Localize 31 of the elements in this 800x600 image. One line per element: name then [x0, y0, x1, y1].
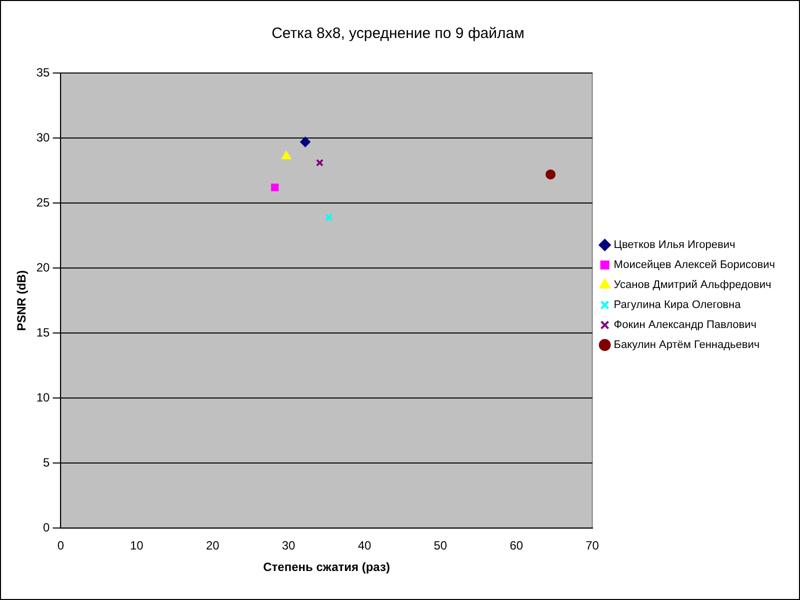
- y-tick-label: 0: [43, 520, 50, 535]
- point: [546, 169, 556, 180]
- x-tick-label: 40: [358, 538, 372, 553]
- x-tick-label: 20: [206, 538, 220, 553]
- y-tick-label: 10: [36, 390, 50, 404]
- legend-label: Усанов Дмитрий Альфредович: [614, 279, 772, 292]
- chart-title: Сетка 8x8, усреднение по 9 файлам: [272, 25, 524, 42]
- y-tick-label: 20: [36, 260, 50, 274]
- x-tick-label: 50: [434, 538, 448, 553]
- point: [300, 136, 310, 147]
- y-tick-label: 35: [36, 65, 50, 80]
- point: [324, 214, 333, 222]
- x-tick-label: 0: [57, 538, 64, 553]
- legend-label: Бакулин Артём Геннадьевич: [614, 339, 760, 352]
- x-axis-title: Степень сжатия (раз): [263, 560, 390, 574]
- legend-label: Фокин Александр Павлович: [614, 319, 756, 332]
- x-tick-label: 70: [586, 538, 600, 553]
- y-tick-label: 15: [36, 325, 50, 340]
- point: [282, 151, 291, 160]
- x-tick-label: 60: [510, 538, 524, 553]
- y-axis-title: PSNR (dB): [14, 270, 29, 331]
- y-tick-label: 5: [43, 455, 50, 470]
- y-tick-label: 25: [36, 195, 50, 210]
- x-tick-label: 10: [130, 538, 144, 553]
- point: [316, 158, 324, 167]
- y-tick-label: 30: [36, 130, 50, 144]
- legend-label: Рагулина Кира Олеговна: [614, 299, 742, 312]
- legend-label: Моисейцев Алексей Борисович: [614, 259, 776, 272]
- x-tick-label: 30: [282, 538, 296, 553]
- point: [271, 184, 279, 192]
- legend-label: Цветков Илья Игоревич: [614, 239, 736, 252]
